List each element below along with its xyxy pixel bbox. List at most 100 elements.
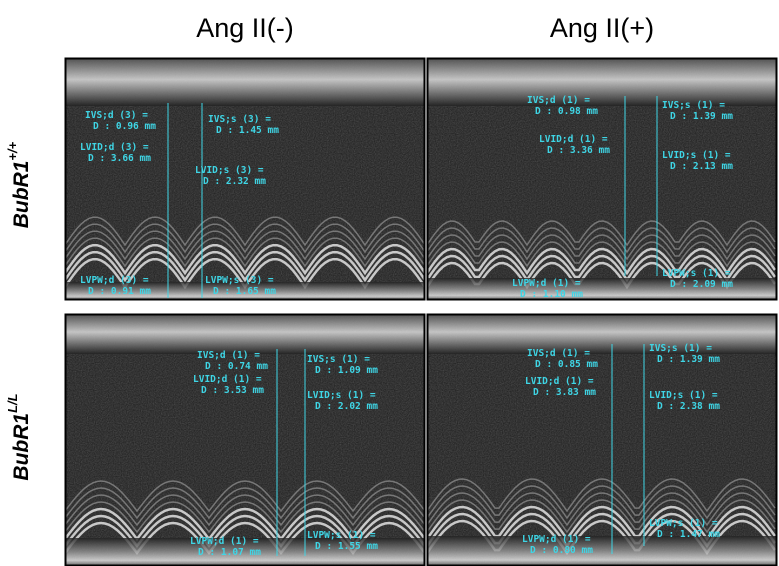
measure-label: LVID;d (1) = [193,374,262,385]
wall-echo [427,247,777,276]
measure-label: LVID;s (1) = [307,390,376,401]
genotype: +/+ [5,141,20,160]
measure-label: LVID;s (3) = [195,165,264,176]
wall-echo [427,512,777,549]
genotype: L/L [5,393,20,413]
wall-echo [65,250,425,283]
bottom-band [427,278,777,300]
measure-value: D : 2.09 mm [670,279,733,290]
measure-label: IVS;s (1) = [307,354,370,365]
panel-border [426,57,778,301]
measure-value: D : 3.83 mm [533,387,596,398]
top-band [427,314,777,354]
wall-echo [65,480,425,513]
bottom-band [65,538,425,566]
bottom-band [65,282,425,300]
measure-label: IVS;s (1) = [649,343,712,354]
wall-echo [65,230,425,261]
row-label: BubR1+/+ [5,141,32,228]
measure-label: LVID;s (1) = [649,390,718,401]
measure-label: LVID;d (3) = [80,142,149,153]
measure-label: LVPW;d (1) = [512,278,581,289]
row-label: BubR1L/L [5,393,32,480]
wall-echo [427,241,776,268]
measure-label: IVS;d (3) = [85,110,148,121]
measure-value: D : 0.98 mm [535,106,598,117]
measure-label: LVID;d (1) = [525,376,594,387]
gene-name: BubR1 [10,413,33,481]
wall-echo [427,505,777,542]
measure-label: LVPW;s (1) = [649,518,718,529]
echo-panel: IVS;d (1) =D : 0.74 mm LVID;d (1) =D : 3.… [64,313,426,566]
measure-value: D : 0.96 mm [93,121,156,132]
column-header: Ang II(+) [550,13,654,43]
measure-label: IVS;s (3) = [208,114,271,125]
measure-label: IVS;d (1) = [527,348,590,359]
measure-label: IVS;d (1) = [197,350,260,361]
wall-echo [427,499,776,534]
ultrasound-image [65,314,425,566]
measure-value: D : 2.13 mm [670,161,733,172]
measure-label: LVPW;d (3) = [80,275,149,286]
measure-value: D : 1.45 mm [216,125,279,136]
measure-label: LVID;d (1) = [539,134,608,145]
measure-value: D : 0.85 mm [535,359,598,370]
ultrasound-image [65,58,425,300]
wall-echo [65,237,425,268]
echo-panel: IVS;d (1) =D : 0.98 mm LVID;d (1) =D : 3.… [426,57,778,301]
measure-value: D : 3.53 mm [201,385,264,396]
wall-echo [65,494,425,527]
measure-label: IVS;s (1) = [662,100,725,111]
wall-echo [427,220,776,247]
wall-echo [65,223,425,254]
echo-panel: IVS;d (1) =D : 0.85 mm LVID;d (1) =D : 3.… [426,313,778,566]
wall-echo [427,234,776,261]
wall-echo [65,507,425,542]
wall-echo [427,485,776,520]
measure-value: D : 3.66 mm [88,153,151,164]
measure-value: D : 1.09 mm [315,365,378,376]
top-band [65,58,425,106]
wall-echo [65,243,425,276]
ultrasound-image [427,58,777,300]
measure-value: D : 2.02 mm [315,401,378,412]
measure-value: D : 1.47 mm [657,529,720,540]
measure-label: LVPW;s (3) = [205,275,274,286]
wall-echo [427,227,776,254]
measure-value: D : 1.07 mm [198,547,261,558]
measure-label: LVPW;s (1) = [307,530,376,541]
wall-echo [427,254,777,283]
echo-panel: IVS;d (3) =D : 0.96 mm LVID;d (3) =D : 3.… [64,57,426,301]
measure-label: LVID;s (1) = [662,150,731,161]
measure-value: D : 1.39 mm [657,354,720,365]
wall-echo [65,487,425,520]
measure-value: D : 1.39 mm [670,111,733,122]
measure-label: LVPW;d (1) = [190,536,259,547]
wall-echo [65,501,425,534]
measure-value: D : 2.38 mm [657,401,720,412]
gene-name: BubR1 [10,161,33,229]
measure-value: D : 3.36 mm [547,145,610,156]
ultrasound-image [427,314,777,566]
measure-value: D : 1.10 mm [520,289,583,300]
measure-value: D : 0.91 mm [88,286,151,297]
measure-value: D : 2.32 mm [203,176,266,187]
measure-label: IVS;d (1) = [527,95,590,106]
bottom-band [427,536,777,566]
wall-echo [427,492,776,527]
wall-echo [427,478,776,513]
column-header: Ang II(-) [196,13,294,43]
measure-value: D : 0.74 mm [205,361,268,372]
wall-echo [427,261,777,290]
measure-label: LVPW;d (1) = [522,534,591,545]
measure-value: D : 0.80 mm [530,545,593,556]
wall-echo [65,514,425,549]
measure-value: D : 1.55 mm [315,541,378,552]
measure-label: LVPW;s (1) = [662,268,731,279]
top-band [427,58,777,106]
panel-border [64,57,426,301]
wall-echo [65,216,425,247]
measure-value: D : 1.65 mm [213,286,276,297]
top-band [65,314,425,354]
